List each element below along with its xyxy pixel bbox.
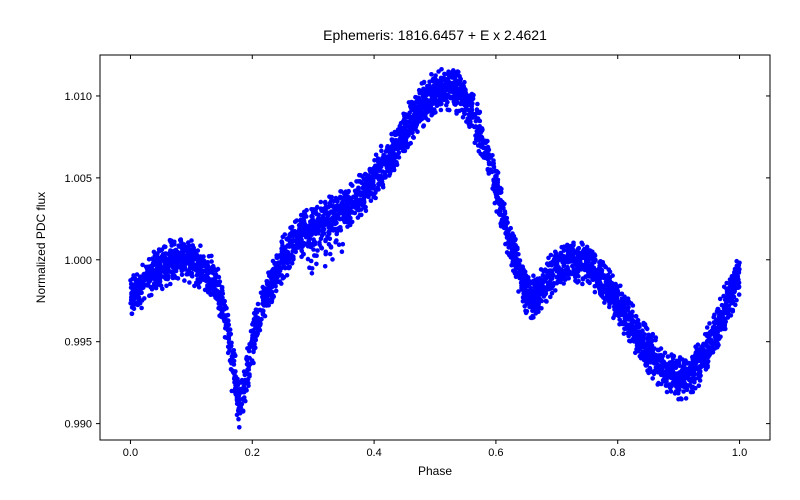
chart-container: 0.0 0.2 0.4 0.6 0.8 1.0 0.990 0.995 1.000 1.005 1.… (0, 0, 800, 500)
y-tick-label: 1.010 (64, 91, 92, 103)
x-tick-label: 1.0 (732, 447, 747, 459)
x-tick-label: 0.2 (245, 447, 260, 459)
y-tick-label: 0.990 (64, 419, 92, 431)
y-axis-label: Normalized PDC flux (34, 192, 48, 303)
x-tick-label: 0.8 (610, 447, 625, 459)
chart-title: Ephemeris: 1816.6457 + E x 2.4621 (323, 27, 547, 43)
x-tick-label: 0.4 (366, 447, 381, 459)
scatter-points (128, 67, 742, 430)
y-tick-label: 1.000 (64, 255, 92, 267)
y-tick-label: 1.005 (64, 173, 92, 185)
x-tick-label: 0.0 (123, 447, 138, 459)
scatter-chart: 0.0 0.2 0.4 0.6 0.8 1.0 0.990 0.995 1.000 1.005 1.… (0, 0, 800, 500)
x-tick-label: 0.6 (488, 447, 503, 459)
y-tick-label: 0.995 (64, 337, 92, 349)
x-axis-label: Phase (418, 464, 452, 478)
